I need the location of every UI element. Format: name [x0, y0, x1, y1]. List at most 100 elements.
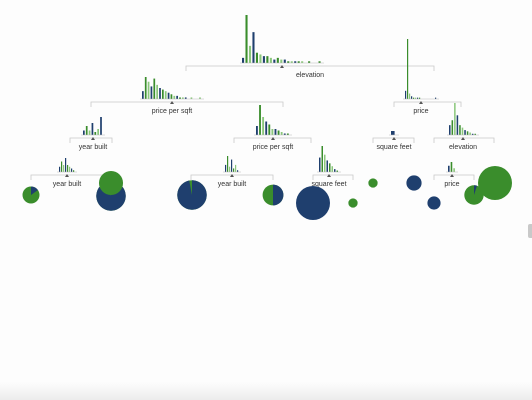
histogram-bar [88, 130, 91, 135]
histogram-bar [233, 168, 235, 172]
histogram-bar [471, 133, 474, 135]
histogram-bar [259, 105, 261, 135]
split-marker-icon [91, 137, 95, 140]
tree-node-n1[interactable]: price per sqft [140, 77, 204, 115]
tree-node-root[interactable]: elevation [240, 15, 324, 79]
histogram-bar [409, 93, 411, 99]
histogram-bar [242, 57, 245, 63]
leaf-l5[interactable] [262, 184, 284, 206]
tree-node-n4[interactable]: price per sqft [253, 105, 294, 151]
histogram-bar [276, 57, 279, 63]
leaf-pie [478, 166, 512, 200]
histogram-bar [256, 126, 258, 135]
histogram-bar [164, 91, 167, 99]
node-label: price [444, 181, 459, 188]
histogram-bar [461, 127, 464, 135]
node-label: price [413, 108, 428, 115]
tree-node-n5[interactable]: square feet [376, 131, 412, 151]
leaf-l11[interactable] [464, 185, 484, 205]
tree-node-n8[interactable]: year built [218, 156, 246, 188]
histogram-bar [331, 166, 333, 172]
histogram-bar [297, 61, 300, 63]
histogram-bar [229, 166, 231, 172]
histogram-bar [144, 77, 147, 99]
histogram-bar [411, 96, 413, 99]
split-marker-icon [461, 137, 465, 140]
histogram-bar [453, 168, 455, 172]
histogram-bar [248, 45, 252, 63]
histogram-bar [227, 156, 229, 172]
histogram-bar [469, 132, 471, 135]
histogram-bar [451, 120, 454, 135]
histogram-bar [449, 125, 451, 135]
histogram-bar [159, 88, 161, 99]
leaf-pie [368, 178, 378, 188]
histogram-bar [287, 61, 290, 63]
histogram-bar [266, 56, 269, 63]
histogram-bar [290, 61, 293, 63]
histogram-bar [252, 32, 255, 63]
node-label: elevation [449, 144, 477, 151]
leaf-l7[interactable] [348, 198, 358, 208]
leaf-l1[interactable] [22, 186, 40, 204]
histogram-bar [329, 163, 331, 172]
split-connector [185, 65, 435, 71]
node-label: elevation [296, 72, 324, 79]
histogram-bar [184, 97, 187, 99]
histogram-bar [225, 164, 227, 172]
histogram-bar [61, 161, 63, 172]
histogram-bar [435, 97, 437, 99]
tree-node-n7[interactable]: year built [53, 158, 81, 188]
tree-node-n10[interactable]: price [444, 162, 460, 188]
histogram-bar [286, 133, 289, 135]
leaf-pie-slice [273, 184, 284, 206]
histogram-bar [142, 91, 144, 99]
histogram-bar [262, 117, 265, 135]
tree-nodes: elevation price per sqft price year built pr… [53, 15, 479, 188]
leaf-l12[interactable] [478, 166, 512, 200]
histogram-bar [301, 61, 304, 63]
histogram-bar [294, 61, 297, 63]
histogram-bar [235, 164, 237, 172]
histogram-bar [65, 158, 67, 172]
histogram-bar [280, 59, 283, 63]
leaf-l10[interactable] [427, 196, 441, 210]
histogram-bar [97, 129, 99, 135]
tree-leaves [22, 166, 512, 220]
leaf-l9[interactable] [406, 175, 422, 191]
tree-node-n2[interactable]: price [403, 39, 439, 115]
leaf-l8[interactable] [368, 178, 378, 188]
leaf-pie-slice [31, 186, 38, 195]
tree-node-n9[interactable]: square feet [311, 146, 347, 188]
bottom-shade [0, 382, 532, 400]
histogram-bar [231, 159, 233, 172]
histogram-bar [150, 86, 153, 99]
split-marker-icon [170, 101, 174, 104]
histogram-bar [182, 97, 184, 99]
histogram-bar [153, 78, 156, 99]
leaf-l6[interactable] [296, 186, 330, 220]
histogram-bar [318, 61, 321, 63]
histogram-bar [167, 92, 170, 99]
leaf-pie-slice [177, 180, 207, 210]
histogram-bar [448, 165, 450, 172]
node-label: year built [53, 181, 81, 188]
split-connector [433, 137, 495, 143]
leaf-l3[interactable] [98, 170, 124, 196]
leaf-pie [98, 170, 124, 196]
scroll-handle[interactable] [528, 224, 532, 238]
leaf-l4[interactable] [177, 180, 207, 210]
tree-node-n6[interactable]: elevation [447, 103, 479, 151]
histogram-bar [237, 170, 239, 172]
leaf-pie [427, 196, 441, 210]
histogram-bar [417, 97, 419, 99]
histogram-bar [450, 162, 453, 172]
split-connector [69, 137, 113, 143]
histogram-bar [262, 56, 265, 63]
split-connector [312, 174, 354, 180]
histogram-bar [245, 15, 248, 63]
histogram-bar [100, 117, 102, 135]
histogram-bar [69, 166, 71, 172]
tree-node-n3[interactable]: year built [79, 117, 107, 151]
histogram-bar [391, 131, 395, 135]
